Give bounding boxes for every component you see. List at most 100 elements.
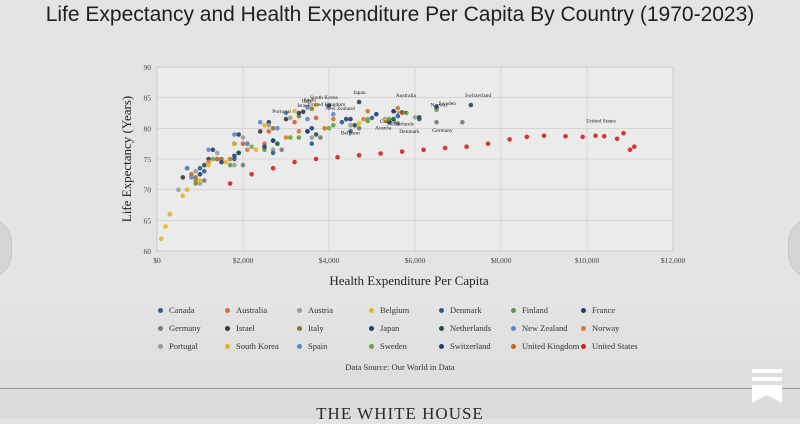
legend-label: United States <box>592 341 638 351</box>
data-point-switzerland <box>468 102 474 108</box>
data-point-south-korea <box>184 187 190 192</box>
data-point-sweden <box>210 156 216 162</box>
legend-marker <box>439 325 444 331</box>
data-point-belgium <box>159 236 164 241</box>
data-point-belgium <box>356 121 362 126</box>
legend-label: Sweden <box>380 341 407 351</box>
data-point-united-states <box>614 136 620 142</box>
data-point-germany <box>279 147 285 153</box>
data-point-denmark <box>348 129 353 134</box>
x-tick-label: $10,000 <box>575 256 600 265</box>
legend-marker <box>158 307 163 313</box>
data-point-france <box>343 116 349 122</box>
legend-item-sweden: Sweden <box>369 340 439 352</box>
data-point-portugal <box>266 123 272 128</box>
data-point-united-states <box>524 134 530 140</box>
legend-label: Italy <box>308 323 324 333</box>
data-point-belgium <box>163 224 168 229</box>
legend-marker <box>439 307 444 313</box>
data-point-switzerland <box>434 104 439 110</box>
annotation-france: France <box>392 109 408 115</box>
y-axis-title: Life Expectancy (Years) <box>119 96 134 222</box>
data-point-united-kingdom <box>292 119 297 125</box>
data-point-united-states <box>292 159 297 165</box>
legend-label: Finland <box>522 305 548 315</box>
data-point-finland <box>193 181 198 186</box>
legend-marker <box>581 307 586 313</box>
y-tick-label: 75 <box>144 155 152 164</box>
legend-marker <box>511 325 516 331</box>
data-point-spain <box>206 147 211 153</box>
legend-marker <box>511 343 516 349</box>
data-point-finland <box>227 162 233 168</box>
data-point-spain <box>283 110 289 116</box>
legend-item-switzerland: Switzerland <box>439 340 511 352</box>
data-point-germany <box>395 121 401 126</box>
data-point-australia <box>227 156 233 162</box>
data-point-canada <box>369 115 375 121</box>
data-point-switzerland <box>305 129 310 134</box>
data-point-israel <box>180 175 186 180</box>
legend-label: Portugal <box>169 341 198 351</box>
annotation-portugal: Portugal <box>272 109 291 115</box>
y-tick-label: 65 <box>144 216 152 225</box>
data-point-switzerland <box>391 108 396 114</box>
data-point-australia <box>365 108 371 114</box>
annotation-spain: Spain <box>304 98 317 104</box>
legend-item-united-states: United States <box>581 340 651 352</box>
annotation-norway: Norway <box>431 103 449 109</box>
legend-item-france: France <box>581 304 651 316</box>
legend-item-italy: Italy <box>297 322 369 334</box>
annotation-sweden: Sweden <box>439 101 457 107</box>
legend-item-australia: Australia <box>225 304 297 316</box>
publisher-name: THE WHITE HOUSE <box>316 404 484 423</box>
data-point-united-kingdom <box>313 115 319 121</box>
data-point-finland <box>331 123 336 128</box>
data-point-united-states <box>421 147 426 153</box>
data-point-united-states <box>442 145 448 151</box>
data-point-sweden <box>249 144 254 149</box>
data-point-switzerland <box>348 116 353 122</box>
legend-marker <box>581 343 586 349</box>
annotation-australia: Australia <box>396 93 417 99</box>
bookmark-icon[interactable] <box>752 369 782 403</box>
x-tick-label: $8,000 <box>491 256 512 265</box>
scatter-chart: 60 65 70 75 80 85 90 $0 $2,000 $4,000 $6,000 $8,000… <box>119 63 685 288</box>
data-point-new-zealand <box>245 141 250 146</box>
data-point-netherlands <box>417 115 422 120</box>
data-point-denmark <box>270 150 276 156</box>
legend-item-netherlands: Netherlands <box>439 322 511 334</box>
data-point-australia <box>296 129 302 134</box>
data-point-belgium <box>253 147 259 153</box>
legend-item-new-zealand: New Zealand <box>511 322 581 334</box>
data-point-france <box>309 126 315 131</box>
data-point-united-states <box>601 134 607 139</box>
data-point-united-states <box>227 181 233 186</box>
data-point-netherlands <box>313 132 319 137</box>
data-point-belgium <box>197 178 203 183</box>
data-point-united-kingdom <box>240 141 246 146</box>
annotation-israel: Israel <box>297 103 310 109</box>
data-point-united-kingdom <box>266 129 272 134</box>
legend-label: Spain <box>308 341 328 351</box>
data-point-united-states <box>593 133 598 138</box>
legend-label: Canada <box>169 305 195 315</box>
y-tick-label: 85 <box>144 94 152 103</box>
annotation-germany: Germany <box>432 128 453 134</box>
legend-item-canada: Canada <box>158 304 225 316</box>
data-point-denmark <box>197 165 203 171</box>
data-point-belgium <box>180 193 186 199</box>
data-point-germany <box>356 126 362 131</box>
footer-divider <box>0 388 800 389</box>
data-source-note: Data Source: Our World in Data <box>345 362 455 372</box>
legend-label: Switzerland <box>450 341 491 351</box>
data-point-germany <box>318 135 323 140</box>
legend-item-south-korea: South Korea <box>225 340 297 352</box>
data-point-united-states <box>335 154 340 160</box>
data-point-sweden <box>288 135 293 140</box>
chart-legend: Canada Australia Austria Belgium Denmark Finl… <box>158 304 658 352</box>
legend-marker <box>225 325 230 331</box>
data-point-switzerland <box>219 159 224 165</box>
legend-marker <box>297 343 302 349</box>
x-tick-label: $6,000 <box>405 256 426 265</box>
